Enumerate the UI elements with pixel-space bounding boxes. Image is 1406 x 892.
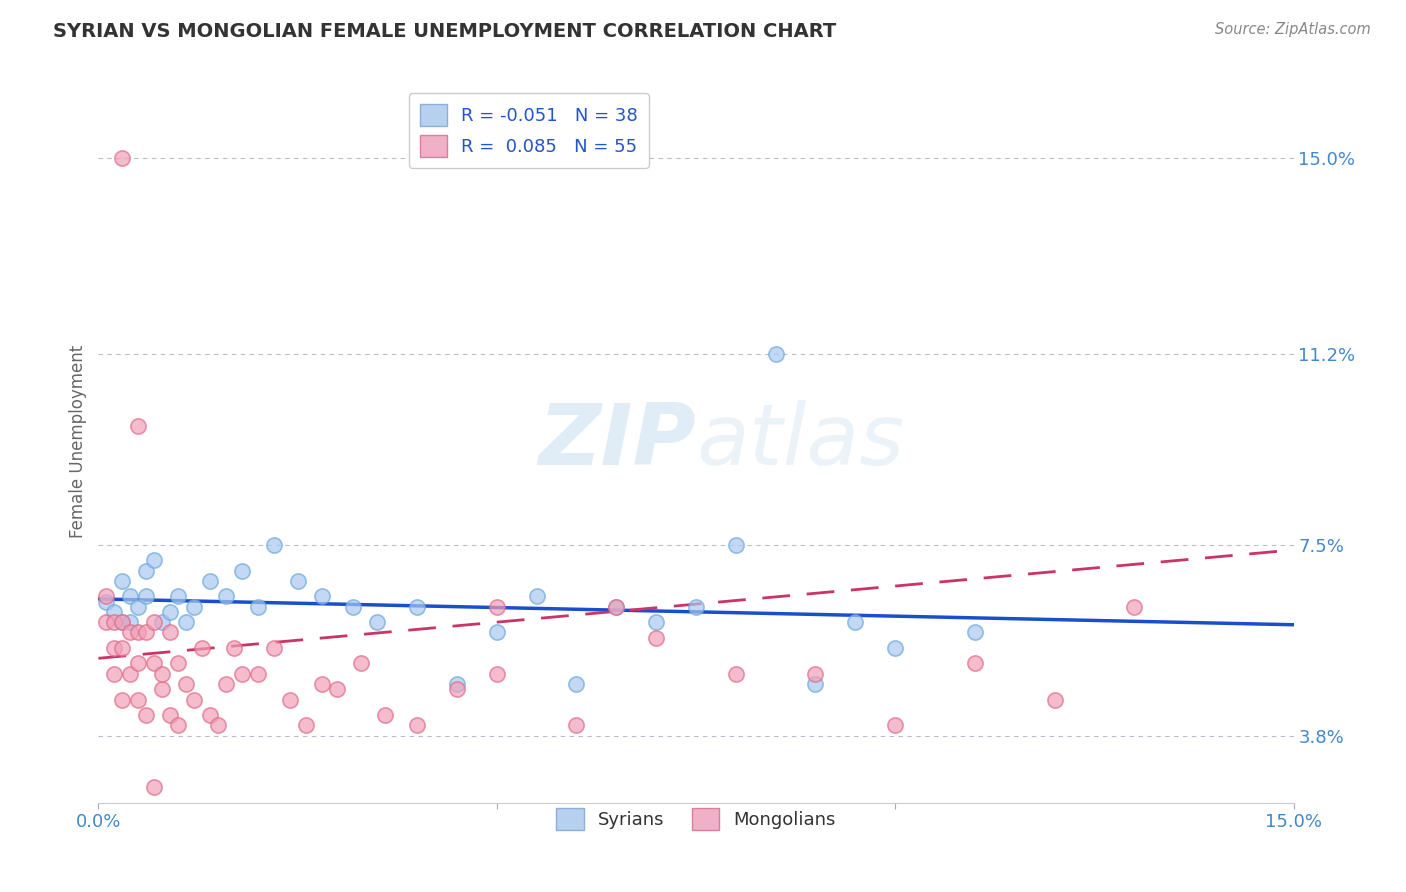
Point — [120, 666, 142, 681]
Point — [605, 599, 627, 614]
Point — [111, 615, 134, 630]
Point — [198, 708, 221, 723]
Point — [231, 564, 253, 578]
Point — [159, 605, 181, 619]
Point — [207, 718, 229, 732]
Point — [103, 640, 125, 655]
Point — [215, 677, 238, 691]
Point — [111, 640, 134, 655]
Point — [96, 590, 118, 604]
Point — [605, 599, 627, 614]
Point — [326, 682, 349, 697]
Point — [884, 718, 907, 732]
Point — [406, 599, 429, 614]
Point — [804, 677, 827, 691]
Point — [159, 708, 181, 723]
Text: ZIP: ZIP — [538, 400, 696, 483]
Point — [724, 666, 747, 681]
Point — [374, 708, 396, 723]
Legend: Syrians, Mongolians: Syrians, Mongolians — [550, 801, 842, 837]
Point — [884, 640, 907, 655]
Point — [183, 692, 205, 706]
Point — [1043, 692, 1066, 706]
Point — [565, 718, 588, 732]
Y-axis label: Female Unemployment: Female Unemployment — [69, 345, 87, 538]
Point — [263, 640, 285, 655]
Point — [143, 657, 166, 671]
Point — [311, 677, 333, 691]
Point — [120, 615, 142, 630]
Point — [111, 692, 134, 706]
Point — [278, 692, 301, 706]
Point — [120, 625, 142, 640]
Point — [167, 590, 190, 604]
Point — [215, 590, 238, 604]
Point — [127, 625, 149, 640]
Point — [645, 615, 668, 630]
Point — [127, 599, 149, 614]
Point — [485, 666, 508, 681]
Point — [191, 640, 214, 655]
Point — [111, 151, 134, 165]
Point — [167, 657, 190, 671]
Point — [963, 657, 986, 671]
Point — [96, 594, 118, 608]
Point — [342, 599, 364, 614]
Point — [294, 718, 316, 732]
Point — [159, 625, 181, 640]
Point — [526, 590, 548, 604]
Point — [150, 615, 173, 630]
Point — [263, 538, 285, 552]
Point — [724, 538, 747, 552]
Point — [287, 574, 309, 588]
Point — [485, 625, 508, 640]
Point — [222, 640, 245, 655]
Point — [143, 553, 166, 567]
Text: SYRIAN VS MONGOLIAN FEMALE UNEMPLOYMENT CORRELATION CHART: SYRIAN VS MONGOLIAN FEMALE UNEMPLOYMENT … — [53, 22, 837, 41]
Point — [366, 615, 388, 630]
Point — [645, 631, 668, 645]
Point — [143, 615, 166, 630]
Point — [127, 657, 149, 671]
Point — [804, 666, 827, 681]
Point — [765, 347, 787, 361]
Point — [143, 780, 166, 795]
Point — [485, 599, 508, 614]
Point — [127, 419, 149, 434]
Point — [231, 666, 253, 681]
Point — [183, 599, 205, 614]
Point — [135, 564, 157, 578]
Point — [963, 625, 986, 640]
Text: Source: ZipAtlas.com: Source: ZipAtlas.com — [1215, 22, 1371, 37]
Point — [246, 666, 269, 681]
Point — [311, 590, 333, 604]
Point — [167, 718, 190, 732]
Point — [174, 677, 197, 691]
Point — [96, 615, 118, 630]
Point — [120, 590, 142, 604]
Point — [446, 677, 468, 691]
Point — [565, 677, 588, 691]
Point — [350, 657, 373, 671]
Point — [103, 615, 125, 630]
Point — [685, 599, 707, 614]
Point — [446, 682, 468, 697]
Point — [150, 666, 173, 681]
Point — [406, 718, 429, 732]
Point — [103, 605, 125, 619]
Point — [150, 682, 173, 697]
Point — [135, 590, 157, 604]
Point — [135, 708, 157, 723]
Point — [1123, 599, 1146, 614]
Point — [135, 625, 157, 640]
Point — [103, 666, 125, 681]
Point — [246, 599, 269, 614]
Text: atlas: atlas — [696, 400, 904, 483]
Point — [198, 574, 221, 588]
Point — [844, 615, 866, 630]
Point — [111, 574, 134, 588]
Point — [111, 615, 134, 630]
Point — [174, 615, 197, 630]
Point — [127, 692, 149, 706]
